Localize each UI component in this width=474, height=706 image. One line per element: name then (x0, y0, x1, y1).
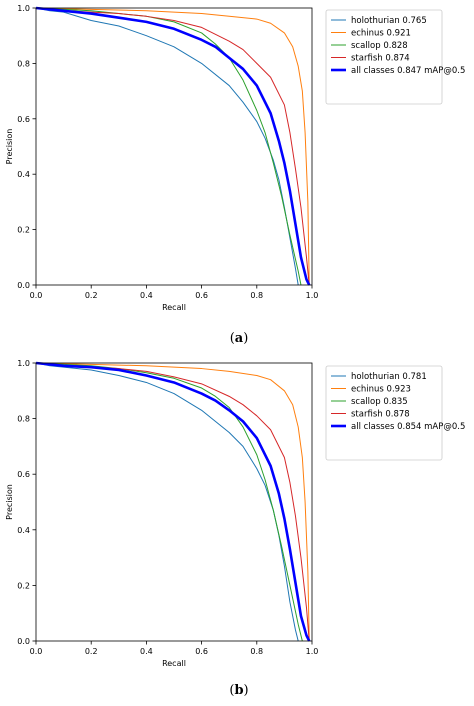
x-tick-label: 0.6 (195, 291, 208, 300)
legend-box (325, 365, 443, 461)
y-axis-title: Precision (5, 484, 14, 520)
series-line-0 (35, 7, 299, 286)
pr-curve-panel-a: 0.0 0.2 0.4 0.6 0.8 1.0 0.0 0.2 0.4 0.6 0.8 1.0 Reca… (5, 4, 465, 346)
series-line-1 (35, 7, 310, 286)
legend-label: starfish 0.874 (351, 54, 410, 64)
panel-caption: (a) (230, 331, 249, 346)
series-line-2 (35, 7, 302, 286)
x-tick-label: 1.0 (306, 291, 319, 300)
x-tick-label: 0.6 (195, 647, 208, 656)
legend-label: all classes 0.854 mAP@0.5 (351, 422, 465, 432)
legend-label: holothurian 0.765 (351, 16, 427, 26)
caption-close-paren: ) (244, 683, 249, 698)
legend-label: scallop 0.828 (351, 41, 408, 51)
y-axis-title: Precision (5, 129, 14, 165)
y-tick-label: 1.0 (17, 4, 30, 13)
x-tick-label: 0.4 (140, 647, 153, 656)
legend-label: echinus 0.923 (351, 385, 411, 395)
series-line-3 (35, 7, 310, 286)
series-line-4 (35, 361, 311, 642)
y-tick-label: 0.6 (17, 115, 30, 124)
caption-open-paren: ( (229, 683, 234, 698)
pr-curve-panel-b: 0.0 0.2 0.4 0.6 0.8 1.0 0.0 0.2 0.4 0.6 0.8 1.0 Reca… (5, 359, 465, 698)
legend-label: holothurian 0.781 (351, 372, 427, 382)
y-tick-label: 0.6 (17, 470, 30, 479)
x-axis-title: Recall (162, 659, 186, 668)
y-tick-label: 0.8 (17, 415, 30, 424)
x-tick-label: 0.8 (250, 647, 263, 656)
y-tick-label: 0.4 (17, 526, 30, 535)
panel-caption: (b) (229, 683, 248, 698)
x-tick-label: 0.2 (85, 647, 98, 656)
y-tick-label: 0.2 (17, 226, 30, 235)
plot-frame (35, 7, 313, 286)
legend-label: scallop 0.835 (351, 397, 408, 407)
y-tick-label: 0.8 (17, 59, 30, 68)
legend: holothurian 0.781 echinus 0.923 scallop 0.… (325, 365, 465, 461)
legend-label: all classes 0.847 mAP@0.5 (351, 66, 465, 76)
series-line-3 (35, 362, 310, 642)
x-tick-label: 0.2 (85, 291, 98, 300)
series-line-1 (35, 362, 310, 642)
x-tick-label: 0.4 (140, 291, 153, 300)
plot-frame (35, 362, 313, 642)
x-axis-title: Recall (162, 303, 186, 312)
series-line-0 (35, 362, 299, 642)
legend-label: starfish 0.878 (351, 410, 410, 420)
y-tick-label: 0.0 (17, 281, 30, 290)
y-tick-label: 0.0 (17, 637, 30, 646)
caption-letter: b (234, 683, 243, 698)
x-tick-label: 1.0 (306, 647, 319, 656)
x-tick-label: 0.8 (250, 291, 263, 300)
caption-close-paren: ) (243, 331, 248, 346)
x-tick-label: 0.0 (30, 647, 43, 656)
y-tick-label: 0.2 (17, 581, 30, 590)
y-tick-label: 1.0 (17, 359, 30, 368)
caption-open-paren: ( (230, 331, 235, 346)
series-line-2 (35, 362, 303, 642)
legend-box (325, 9, 443, 105)
x-tick-label: 0.0 (30, 291, 43, 300)
legend: holothurian 0.765 echinus 0.921 scallop 0.… (325, 9, 465, 105)
legend-label: echinus 0.921 (351, 29, 411, 39)
caption-letter: a (235, 331, 244, 346)
y-tick-label: 0.4 (17, 170, 30, 179)
series-line-4 (35, 6, 311, 286)
